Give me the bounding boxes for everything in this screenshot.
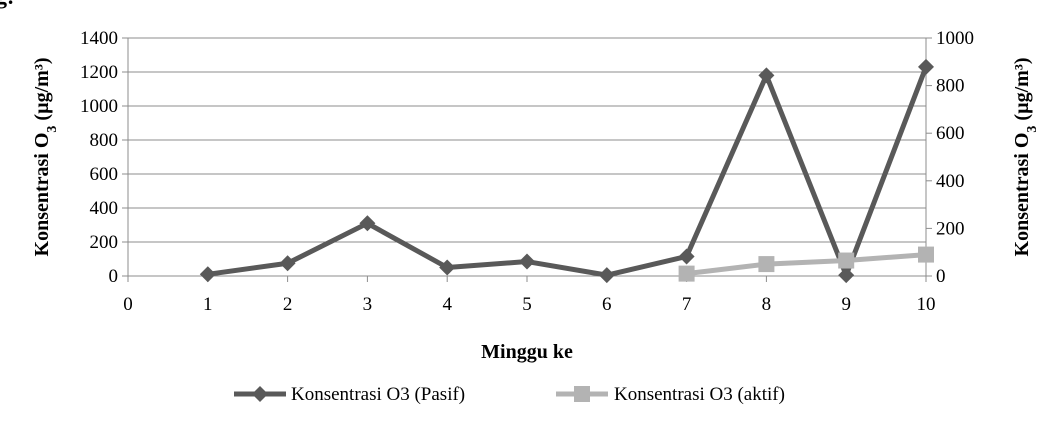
series-line [686,252,927,277]
series-line [207,66,929,278]
x-tick-label: 10 [917,294,936,315]
data-point [758,256,775,273]
x-tick-label: 6 [602,294,612,315]
x-tick-label: 8 [762,294,772,315]
legend-label: Konsentrasi O3 (Pasif) [291,384,465,405]
legend-swatch-marker [252,386,268,402]
legend-label: Konsentrasi O3 (aktif) [614,384,785,405]
right-tick-label: 1000 [936,28,974,49]
legend-item-1: Konsentrasi O3 (Pasif) [234,384,465,405]
x-axis-ticks: 0 1 2 3 4 5 6 7 8 9 10 [123,276,936,315]
legend: Konsentrasi O3 (Pasif) Konsentrasi O3 (ak… [234,384,785,405]
x-tick-label: 9 [841,294,851,315]
data-point [199,266,216,283]
left-tick-label: 0 [109,266,119,287]
left-tick-label: 600 [90,164,119,185]
top-fragment: g: [0,0,14,9]
data-point [359,215,376,232]
series-group [199,58,934,284]
left-tick-label: 200 [90,232,119,253]
data-point [918,58,934,75]
series-1 [199,58,934,284]
right-tick-label: 0 [936,266,946,287]
left-tick-label: 1400 [80,28,118,49]
x-tick-label: 0 [123,294,133,315]
data-point [838,252,855,269]
right-tick-label: 800 [936,76,965,97]
data-point [758,67,775,84]
x-tick-label: 1 [203,294,213,315]
data-point [519,253,535,270]
data-point [598,267,615,284]
left-tick-label: 1000 [80,96,118,117]
right-axis-title: Konsentrasi O3 (µg/m³) [1011,58,1040,257]
x-tick-label: 3 [363,294,373,315]
data-point [918,246,934,263]
right-tick-label: 600 [936,123,965,144]
x-tick-label: 7 [682,294,692,315]
x-tick-label: 5 [522,294,532,315]
legend-swatch-marker [574,386,590,402]
axes [127,38,927,277]
data-point [678,248,695,265]
series-2 [678,246,934,282]
x-axis-title: Minggu ke [481,341,573,363]
data-point [439,259,456,276]
left-tick-label: 400 [90,198,119,219]
left-axis-ticks: 0 200 400 600 800 1000 1200 1400 [80,28,128,287]
left-tick-label: 1200 [80,62,118,83]
left-tick-label: 800 [90,130,119,151]
right-tick-label: 200 [936,218,965,239]
legend-item-2: Konsentrasi O3 (aktif) [556,384,785,405]
right-axis-ticks: 0 200 400 600 800 1000 [926,28,974,287]
data-point [678,265,695,282]
x-tick-label: 4 [442,294,452,315]
right-tick-label: 400 [936,171,965,192]
left-axis-title: Konsentrasi O3 (µg/m³) [31,58,60,257]
x-tick-label: 2 [283,294,293,315]
data-point [279,255,296,272]
data-point [838,267,855,284]
gridlines [128,37,926,243]
